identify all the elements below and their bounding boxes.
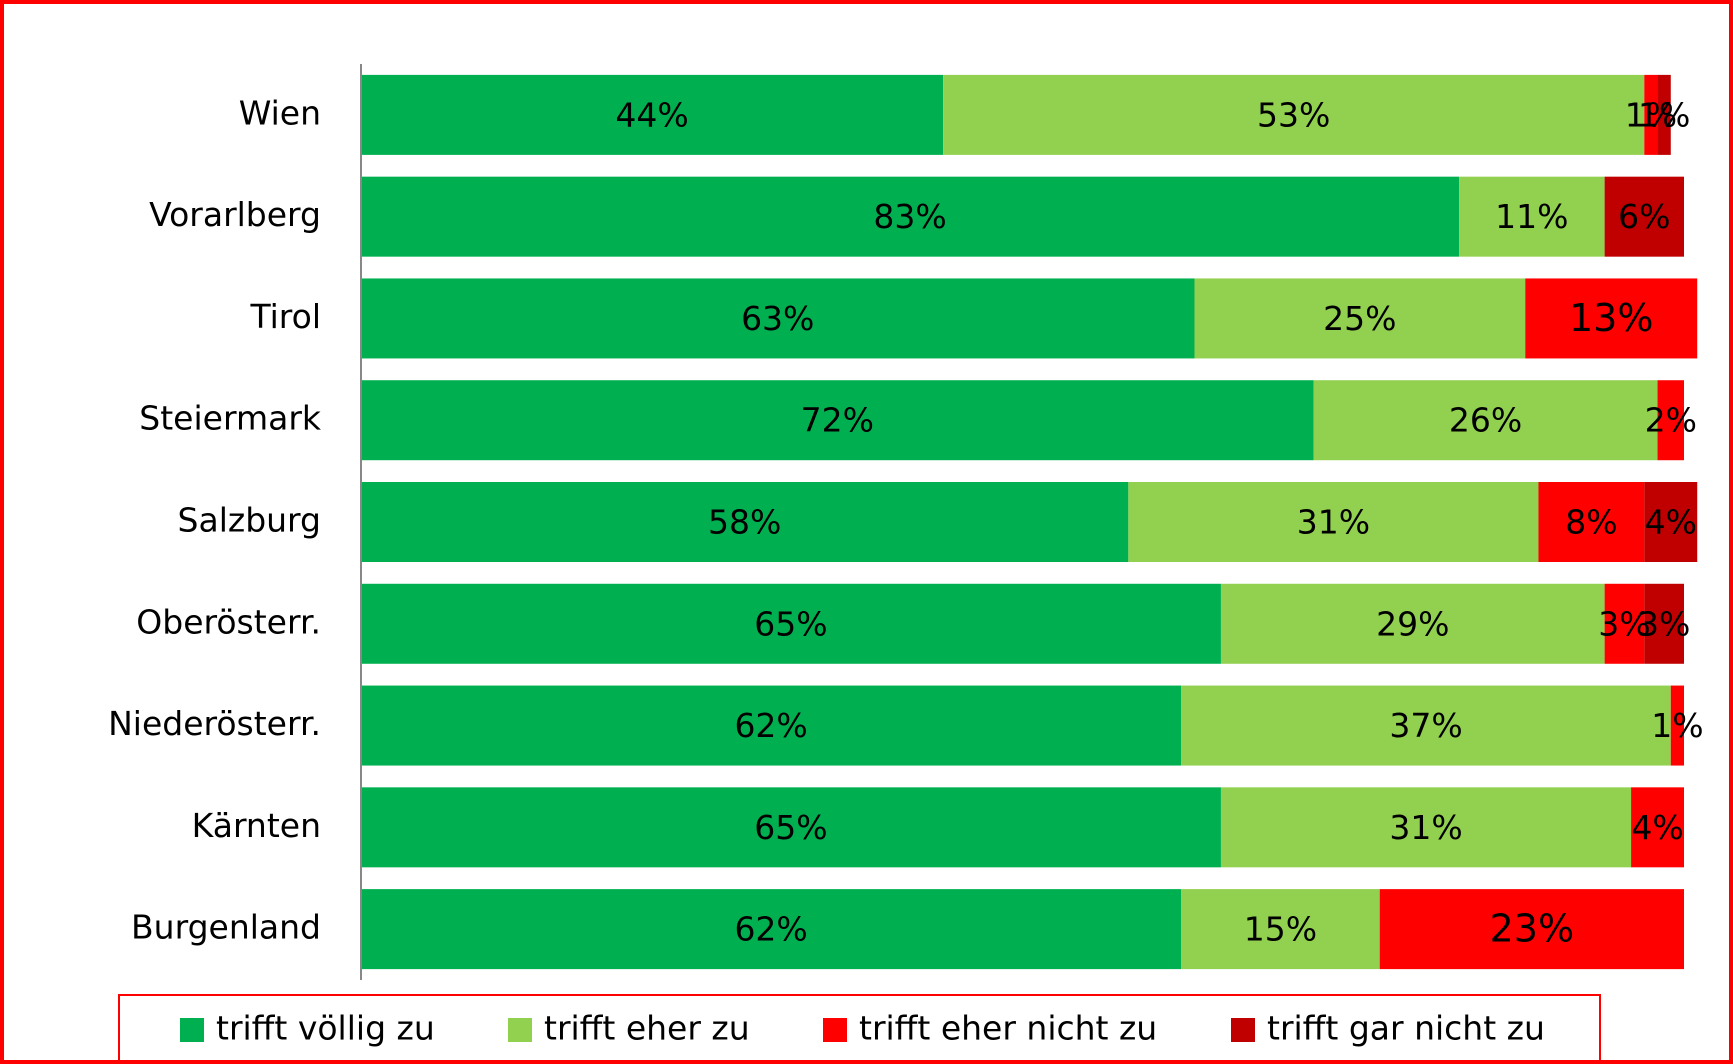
bar-segment [943,74,1645,155]
data-label: 11% [1495,197,1568,236]
data-label: 4% [1631,808,1683,847]
y-tick-label: Oberösterr. [136,602,321,641]
legend-label: trifft eher zu [544,1009,750,1048]
legend-label: trifft völlig zu [216,1009,435,1048]
legend-swatch [823,1018,847,1042]
y-tick-label: Wien [239,93,321,132]
bar-segment [361,482,1129,562]
bar-segment [361,380,1314,461]
data-label: 37% [1389,706,1462,745]
bar-segment [1181,685,1671,766]
data-label: 62% [734,706,807,745]
y-tick-label: Niederösterr. [108,704,321,743]
data-label: 1% [1638,95,1690,134]
data-label: 1% [1651,706,1703,745]
bar-segment [1525,278,1698,359]
data-label: 31% [1297,503,1370,542]
data-label: 6% [1618,197,1670,236]
legend-label: trifft eher nicht zu [859,1009,1157,1048]
legend-swatch [180,1018,204,1042]
bar-segment [361,787,1221,868]
bar-segment [1644,74,1658,155]
bar-segment [1220,787,1632,868]
bar-segment [1631,787,1684,868]
bar-segment [1644,482,1698,562]
data-label: 53% [1257,95,1330,134]
bar-segment [361,176,1460,257]
y-tick-label: Vorarlberg [149,195,321,234]
data-label: 3% [1638,604,1690,643]
data-label: 1% [1625,95,1677,134]
data-label: 2% [1645,401,1697,440]
legend-swatch [1231,1018,1255,1042]
y-tick-label: Steiermark [139,399,322,438]
bar-segment [1604,176,1684,257]
bar-segment [361,278,1195,359]
data-label: 65% [754,808,827,847]
bar-segment [1194,278,1526,359]
legend-label: trifft gar nicht zu [1267,1009,1545,1048]
data-label: 15% [1244,910,1317,949]
data-label: 72% [801,401,874,440]
data-label: 44% [615,95,688,134]
data-label: 62% [734,910,807,949]
bar-segment [1670,685,1684,766]
data-label: 4% [1645,503,1697,542]
bar-segment [1644,583,1684,664]
bar-segment [1459,176,1605,257]
data-label: 58% [708,503,781,542]
bar-segment [1379,889,1684,970]
data-label: 65% [754,604,827,643]
data-label: 29% [1376,604,1449,643]
bar-segment [1128,482,1539,562]
y-tick-label: Salzburg [178,501,321,540]
bar-segment [1538,482,1645,562]
bar-segment [361,74,944,155]
bar-segment [1657,380,1684,461]
data-label: 25% [1323,299,1396,338]
bar-segment [1604,583,1645,664]
bar-segment [1220,583,1605,664]
data-label: 83% [873,197,946,236]
data-label: 8% [1565,503,1617,542]
data-label: 13% [1569,296,1653,340]
legend-swatch [508,1018,532,1042]
y-tick-label: Kärnten [192,806,321,845]
bar-segment [361,685,1182,766]
data-label: 3% [1598,604,1650,643]
bar-segment [361,889,1182,970]
data-label: 63% [741,299,814,338]
bar-segment [361,583,1221,664]
data-label: 23% [1490,907,1574,951]
bar-segment [1313,380,1658,461]
y-tick-label: Tirol [249,297,321,336]
legend-frame [118,994,1601,1063]
data-label: 26% [1449,401,1522,440]
data-label: 31% [1389,808,1462,847]
y-tick-label: Burgenland [131,908,321,947]
bar-segment [1657,74,1671,155]
bar-segment [1181,889,1380,970]
